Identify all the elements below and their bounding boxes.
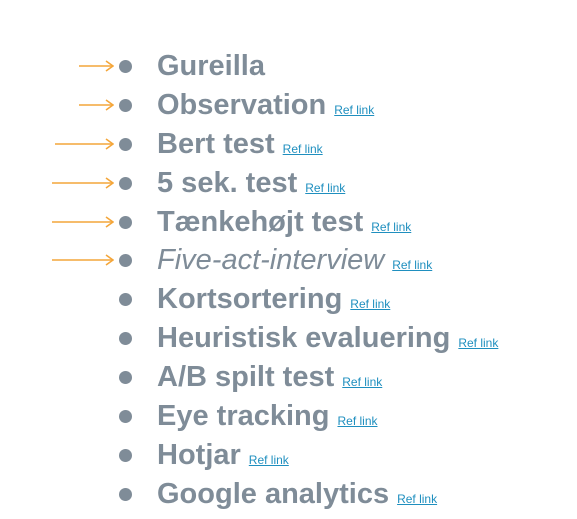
ref-link[interactable]: Ref link xyxy=(282,141,323,156)
bullet-icon xyxy=(119,215,132,229)
bullet-icon xyxy=(119,176,132,190)
list-item: Hotjar Ref link xyxy=(0,436,577,475)
arrow-right-icon xyxy=(52,176,114,190)
item-label: Tænkehøjt test xyxy=(157,205,364,238)
item-text: Bert test Ref link xyxy=(157,125,323,164)
list-item: A/B spilt test Ref link xyxy=(0,358,577,397)
list-item: Kortsortering Ref link xyxy=(0,280,577,319)
item-label: Google analytics xyxy=(157,477,390,510)
list-item: Five-act-interview Ref link xyxy=(0,241,577,280)
list-item: Bert test Ref link xyxy=(0,125,577,164)
item-label: Eye tracking xyxy=(157,400,330,433)
ref-link[interactable]: Ref link xyxy=(248,452,289,467)
bullet-icon xyxy=(119,448,132,462)
bullet-icon xyxy=(119,410,132,424)
ref-link[interactable]: Ref link xyxy=(337,414,378,429)
bullet-icon xyxy=(119,293,132,307)
item-text: Tænkehøjt test Ref link xyxy=(157,203,411,242)
list-item: Tænkehøjt test Ref link xyxy=(0,203,577,242)
item-text: Hotjar Ref link xyxy=(157,436,289,475)
item-label: A/B spilt test xyxy=(157,361,335,394)
item-text: Google analytics Ref link xyxy=(157,475,437,514)
list-item: Eye tracking Ref link xyxy=(0,397,577,436)
item-label: Bert test xyxy=(157,127,275,160)
list-item: Observation Ref link xyxy=(0,86,577,125)
bullet-icon xyxy=(119,137,132,151)
ref-link[interactable]: Ref link xyxy=(458,336,499,351)
item-text: Observation Ref link xyxy=(157,86,374,125)
arrow-right-icon xyxy=(52,215,114,229)
ref-link[interactable]: Ref link xyxy=(350,297,391,312)
bullet-icon xyxy=(119,98,132,112)
item-text: Five-act-interview Ref link xyxy=(157,241,432,280)
item-text: A/B spilt test Ref link xyxy=(157,358,382,397)
ref-link[interactable]: Ref link xyxy=(334,102,375,117)
list-item: Gureilla xyxy=(0,47,577,86)
ref-link[interactable]: Ref link xyxy=(392,258,433,273)
method-list: Gureilla Observation Ref link Bert test Ref … xyxy=(0,47,577,514)
item-label: 5 sek. test xyxy=(157,166,298,199)
item-label: Gureilla xyxy=(157,50,265,82)
ref-link[interactable]: Ref link xyxy=(305,180,346,195)
list-item: Heuristisk evaluering Ref link xyxy=(0,319,577,358)
bullet-icon xyxy=(119,332,132,346)
bullet-icon xyxy=(119,60,132,73)
item-text: Gureilla xyxy=(157,47,265,86)
item-text: Kortsortering Ref link xyxy=(157,280,390,319)
arrow-right-icon xyxy=(79,98,114,112)
item-text: Heuristisk evaluering Ref link xyxy=(157,319,498,358)
ref-link[interactable]: Ref link xyxy=(371,219,412,234)
item-label: Hotjar xyxy=(157,438,241,471)
ref-link[interactable]: Ref link xyxy=(342,375,383,390)
item-label: Five-act-interview xyxy=(157,244,385,277)
list-item: Google analytics Ref link xyxy=(0,475,577,514)
arrow-right-icon xyxy=(52,253,114,267)
item-text: 5 sek. test Ref link xyxy=(157,164,345,203)
bullet-icon xyxy=(119,487,132,501)
arrow-right-icon xyxy=(79,59,114,73)
item-label: Kortsortering xyxy=(157,283,343,316)
item-text: Eye tracking Ref link xyxy=(157,397,378,436)
arrow-right-icon xyxy=(55,137,114,151)
item-label: Observation xyxy=(157,88,327,121)
list-item: 5 sek. test Ref link xyxy=(0,164,577,203)
bullet-icon xyxy=(119,371,132,385)
ref-link[interactable]: Ref link xyxy=(397,491,438,506)
item-label: Heuristisk evaluering xyxy=(157,322,451,355)
bullet-icon xyxy=(119,254,132,268)
